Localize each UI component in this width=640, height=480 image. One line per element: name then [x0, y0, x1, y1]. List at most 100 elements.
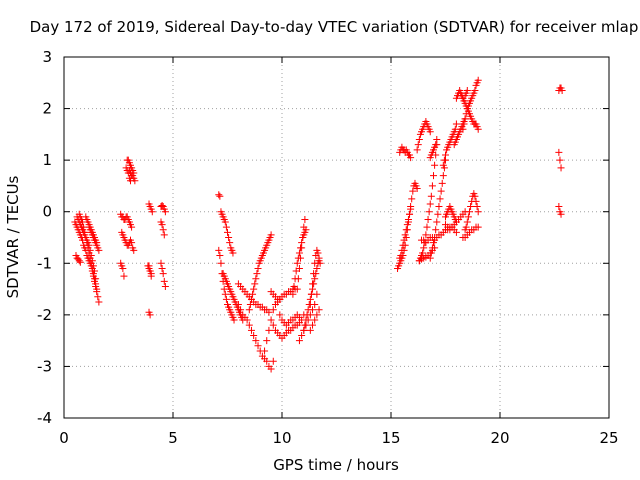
series-seg-4.0-top [145, 200, 156, 216]
data-point [89, 270, 97, 278]
data-point [224, 228, 231, 236]
data-point [229, 249, 237, 257]
data-point [313, 264, 321, 272]
series-seg-9.6-low [269, 319, 303, 342]
data-point [252, 275, 260, 283]
data-point [226, 239, 234, 247]
data-point [307, 290, 315, 298]
data-point [463, 218, 471, 226]
data-point [557, 210, 565, 218]
data-points [71, 76, 566, 373]
series-seg-0.5-a [71, 218, 103, 306]
data-point [427, 249, 435, 257]
data-point [128, 223, 136, 231]
data-point [425, 208, 433, 216]
data-point [245, 321, 253, 329]
data-point [313, 311, 321, 319]
series-seg-10.8-up [293, 215, 309, 293]
data-point [293, 259, 301, 267]
y-tick-label: 1 [42, 151, 52, 169]
series-seg-15.5-top [396, 143, 415, 162]
data-point [81, 228, 89, 236]
data-point [426, 200, 434, 208]
series-seg-2.8-low [118, 228, 138, 254]
data-point [295, 249, 303, 257]
data-point [119, 264, 127, 272]
data-point [216, 252, 224, 260]
series-seg-7.1 [215, 246, 238, 324]
data-point [217, 259, 225, 267]
series-seg-7.1-top [215, 191, 224, 200]
y-tick-label: -1 [37, 254, 52, 272]
data-point [254, 264, 262, 272]
data-point [295, 264, 303, 272]
data-point [420, 244, 428, 252]
data-point [148, 208, 156, 216]
data-point [431, 161, 439, 169]
data-point [426, 254, 434, 262]
data-point [311, 275, 319, 283]
data-point [265, 308, 273, 316]
data-point [473, 203, 481, 211]
data-point [311, 316, 319, 324]
data-point [267, 316, 275, 324]
data-point [130, 246, 138, 254]
data-point [157, 259, 165, 267]
x-tick-label: 10 [272, 429, 291, 447]
data-point [301, 215, 309, 223]
data-point [75, 257, 83, 265]
data-point [555, 148, 563, 156]
y-tick-label: -3 [37, 357, 52, 375]
series-seg-11.5-low [306, 306, 323, 334]
series-seg-22.8-low [555, 203, 565, 218]
data-point [438, 179, 446, 187]
data-point [269, 321, 277, 329]
data-point [407, 154, 415, 162]
data-point [298, 244, 306, 252]
data-point [298, 331, 306, 339]
series-seg-3.9 [144, 262, 155, 278]
series-seg-18.8-low [461, 190, 482, 234]
series-seg-4.5-top [157, 202, 169, 216]
data-point [300, 326, 308, 334]
x-tick-label: 5 [168, 429, 178, 447]
data-point [442, 151, 449, 159]
data-point [430, 239, 438, 247]
data-point [413, 185, 421, 193]
series-seg-10.0-mid [276, 311, 308, 329]
series-seg-17.8-low [442, 208, 469, 234]
series-seg-2.8-hi3 [125, 166, 139, 185]
data-point [145, 262, 153, 270]
data-point [294, 275, 302, 283]
data-point [415, 136, 423, 144]
data-point [250, 331, 258, 339]
series-seg-16.3-a [413, 117, 434, 154]
y-tick-label: -2 [37, 306, 52, 324]
data-point [250, 285, 258, 293]
data-point [402, 226, 410, 234]
data-point [462, 223, 470, 231]
data-point [131, 177, 139, 185]
y-tick-label: -4 [37, 409, 52, 427]
data-point [120, 272, 128, 280]
data-point [434, 210, 442, 218]
y-tick-label: 2 [42, 100, 52, 118]
data-point [424, 215, 432, 223]
data-point [295, 337, 303, 345]
data-point [160, 231, 168, 239]
data-point [433, 136, 441, 144]
data-point [302, 316, 310, 324]
data-point [91, 275, 99, 283]
data-point [433, 218, 441, 226]
data-point [428, 244, 436, 252]
data-point [86, 254, 94, 262]
series-seg-8.0-b [234, 301, 277, 373]
data-point [426, 128, 434, 136]
data-point [93, 285, 101, 293]
data-point [85, 249, 93, 257]
data-point [252, 337, 260, 345]
data-point [216, 192, 224, 200]
data-point [309, 321, 317, 329]
data-point [439, 172, 447, 180]
